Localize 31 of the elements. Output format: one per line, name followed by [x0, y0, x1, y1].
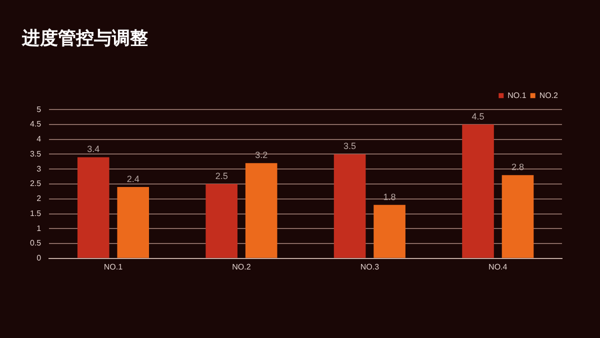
- bar: [374, 204, 406, 258]
- legend-label: NO.1: [508, 90, 527, 100]
- y-tick-label: 3: [36, 164, 42, 174]
- bar: [245, 163, 278, 258]
- y-tick-label: 5: [36, 104, 42, 114]
- y-tick-label: 0.5: [30, 238, 42, 248]
- data-label: 3.5: [344, 141, 356, 152]
- y-tick-label: 1.5: [30, 208, 42, 218]
- x-tick-label: NO.4: [488, 262, 508, 272]
- x-tick-label: NO.3: [360, 262, 380, 272]
- y-tick-label: 4.5: [30, 120, 42, 129]
- bar: [334, 154, 366, 258]
- data-label: 3.4: [87, 144, 100, 154]
- bar: [206, 184, 238, 258]
- y-tick-label: 2: [36, 194, 42, 204]
- data-label: 2.5: [215, 170, 228, 181]
- data-label: 4.5: [472, 111, 484, 122]
- x-tick-label: NO.1: [104, 262, 124, 272]
- y-tick-label: 0: [36, 254, 42, 263]
- bar: [77, 157, 110, 258]
- bar: [502, 175, 534, 258]
- y-tick-label: 2.5: [30, 179, 42, 188]
- y-tick-label: 4: [36, 134, 42, 144]
- data-label: 2.4: [126, 174, 140, 184]
- bar: [462, 124, 494, 258]
- x-tick-label: NO.2: [232, 262, 252, 272]
- legend-label: NO.2: [539, 90, 559, 100]
- y-tick-label: 1: [36, 224, 42, 233]
- bar: [117, 186, 150, 258]
- y-tick-label: 3.5: [30, 149, 42, 158]
- chart-title: 进度管控与调整: [21, 28, 148, 48]
